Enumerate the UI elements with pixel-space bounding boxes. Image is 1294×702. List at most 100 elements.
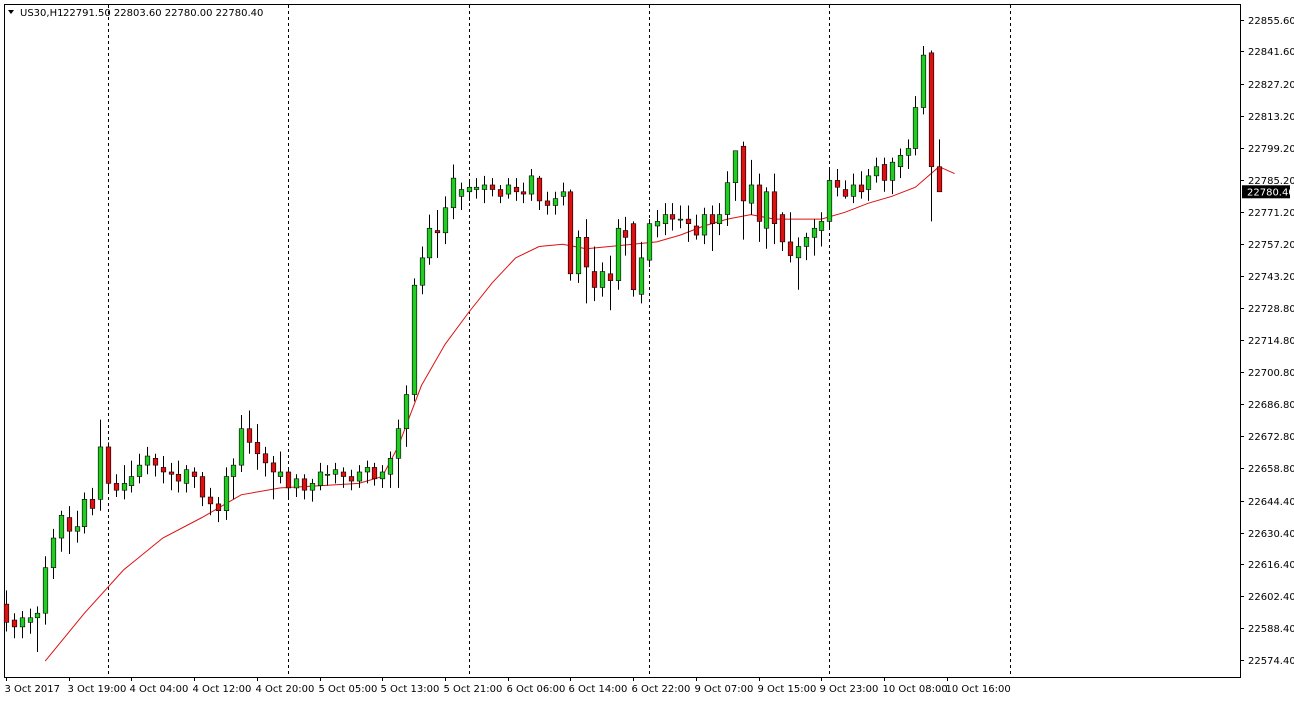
candle-body	[842, 189, 849, 197]
candle-body	[701, 214, 708, 236]
candle	[607, 255, 614, 311]
candle	[66, 506, 73, 554]
x-tick-label: 3 Oct 19:00	[68, 684, 127, 695]
candle	[709, 205, 716, 252]
candle	[850, 173, 857, 204]
candle-body	[630, 223, 637, 291]
candle	[442, 196, 449, 245]
candle	[481, 175, 488, 204]
candle	[105, 442, 112, 493]
candle-body	[434, 230, 441, 234]
x-tick-label: 5 Oct 13:00	[381, 684, 440, 695]
candle-body	[873, 166, 880, 177]
plot-border	[4, 4, 1241, 678]
candle	[897, 148, 904, 179]
candle	[81, 492, 88, 534]
y-tick-label: 22799.20	[1248, 144, 1294, 155]
candle	[160, 456, 167, 484]
current-price-tag: 22780.40	[1242, 185, 1294, 199]
candle-body	[560, 191, 567, 197]
candle	[560, 182, 567, 206]
candle-body	[544, 200, 551, 206]
candle	[27, 608, 34, 634]
candle	[403, 385, 410, 447]
x-tick-label: 4 Oct 12:00	[193, 684, 252, 695]
candle	[756, 173, 763, 242]
candle-body	[528, 175, 535, 195]
candle	[513, 178, 520, 201]
candle	[254, 424, 261, 470]
x-tick-label: 9 Oct 23:00	[820, 684, 879, 695]
candle-body	[912, 107, 919, 149]
candle-body	[889, 161, 896, 181]
candle	[654, 210, 661, 238]
candle-body	[42, 567, 49, 614]
candle-body	[850, 184, 857, 197]
candle-body	[450, 177, 457, 209]
candle	[889, 157, 896, 195]
candle-body	[669, 214, 676, 220]
x-tick-label: 3 Oct 2017	[5, 684, 60, 695]
candle-body	[309, 483, 316, 491]
candle-body	[858, 184, 865, 193]
candle	[685, 205, 692, 242]
candle	[387, 451, 394, 488]
candle	[826, 169, 833, 229]
y-tick-label: 22658.80	[1248, 464, 1294, 475]
symbol-menu-arrow-icon[interactable]	[8, 10, 14, 14]
x-tick-label: 6 Oct 06:00	[507, 684, 566, 695]
candle-body	[771, 191, 778, 224]
candle-body	[387, 458, 394, 475]
candle	[168, 462, 175, 491]
candle	[583, 219, 590, 304]
y-tick-label: 22644.40	[1248, 497, 1294, 508]
candle	[740, 141, 747, 240]
candle	[771, 173, 778, 245]
candle-body	[230, 464, 237, 477]
candle-body	[638, 257, 645, 295]
x-tick-label: 9 Oct 07:00	[695, 684, 754, 695]
candle	[811, 219, 818, 256]
symbol-label: US30,H1	[20, 8, 63, 19]
candle-body	[324, 473, 331, 476]
candle	[716, 203, 723, 236]
x-tick-label: 10 Oct 08:00	[883, 684, 948, 695]
candle	[458, 182, 465, 211]
x-tick-label: 6 Oct 22:00	[632, 684, 691, 695]
candle	[11, 613, 18, 639]
candle-body	[136, 464, 143, 477]
candle	[175, 460, 182, 493]
candle-body	[575, 237, 582, 275]
candle-body	[716, 214, 723, 224]
current-price-tag-bg	[1242, 185, 1290, 199]
candle	[113, 474, 120, 498]
candle	[191, 467, 198, 488]
candle	[599, 262, 606, 297]
candle-body	[144, 455, 151, 466]
candle-body	[607, 273, 614, 281]
x-tick-label: 5 Oct 21:00	[444, 684, 503, 695]
candle-body	[567, 191, 574, 275]
candle	[724, 171, 731, 226]
candle-body	[254, 442, 261, 455]
candle	[230, 458, 237, 500]
candle	[732, 150, 739, 201]
y-tick-label: 22743.20	[1248, 272, 1294, 283]
candle-body	[293, 478, 300, 489]
candle	[544, 191, 551, 215]
candle	[881, 157, 888, 192]
candle-body	[756, 184, 763, 222]
candle	[332, 462, 339, 484]
candle-body	[928, 52, 935, 168]
candle	[395, 419, 402, 488]
candle-body	[105, 446, 112, 484]
y-tick-label: 22771.20	[1248, 208, 1294, 219]
candle	[426, 214, 433, 265]
candle	[677, 205, 684, 229]
candle-body	[591, 271, 598, 288]
candle-body	[371, 467, 378, 480]
candle	[317, 462, 324, 491]
candle-body	[811, 227, 818, 238]
candle	[536, 175, 543, 211]
candle	[575, 230, 582, 283]
